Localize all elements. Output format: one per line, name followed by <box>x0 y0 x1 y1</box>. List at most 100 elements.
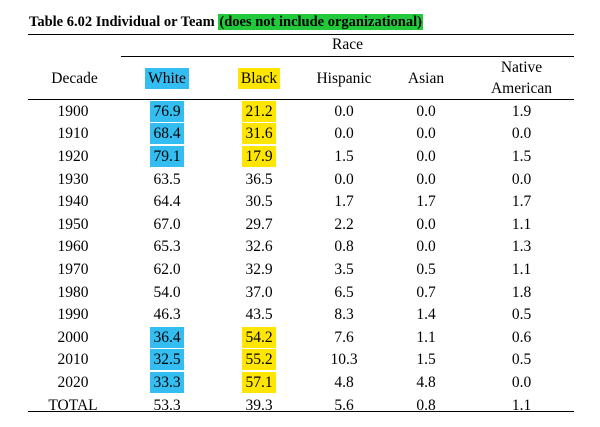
native-american-cell: 1.3 <box>469 236 574 259</box>
native-american-value: 1.5 <box>511 147 532 165</box>
native-american-value: 1.1 <box>511 260 532 278</box>
table-row: 1990 46.3 43.5 8.3 1.4 0.5 <box>28 303 574 326</box>
column-header-row: Decade White Black Hispanic Asian Native… <box>28 57 574 100</box>
black-cell: 55.2 <box>213 349 305 372</box>
asian-value: 1.5 <box>416 351 436 369</box>
hispanic-cell: 0.8 <box>305 236 383 259</box>
race-header: Race <box>332 36 363 53</box>
black-cell: 17.9 <box>213 145 305 168</box>
black-value: 21.2 <box>242 100 276 122</box>
column-header-decade: Decade <box>28 57 121 100</box>
asian-cell: 0.0 <box>383 123 469 146</box>
decade-label: 2010 <box>57 351 89 369</box>
top-rule <box>28 34 574 35</box>
black-value: 36.5 <box>245 170 273 188</box>
white-cell: 79.1 <box>121 145 213 168</box>
black-value: 32.6 <box>245 238 273 256</box>
decade-cell: 1910 <box>28 123 121 146</box>
hispanic-value: 6.5 <box>334 283 354 301</box>
asian-cell: 0.8 <box>383 394 469 417</box>
asian-cell: 0.0 <box>383 145 469 168</box>
hispanic-cell: 6.5 <box>305 281 383 304</box>
hispanic-cell: 3.5 <box>305 258 383 281</box>
decade-cell: 2010 <box>28 349 121 372</box>
decade-cell: 2020 <box>28 371 121 394</box>
native-american-cell: 0.0 <box>469 123 574 146</box>
hispanic-cell: 0.0 <box>305 168 383 191</box>
native-american-cell: 0.5 <box>469 349 574 372</box>
white-cell: 54.0 <box>121 281 213 304</box>
asian-cell: 1.1 <box>383 326 469 349</box>
white-cell: 33.3 <box>121 371 213 394</box>
hispanic-cell: 0.0 <box>305 123 383 146</box>
hispanic-value: 1.5 <box>334 147 354 165</box>
native-american-cell: 1.7 <box>469 190 574 213</box>
white-value: 63.5 <box>153 170 181 188</box>
native-american-cell: 0.0 <box>469 168 574 191</box>
hispanic-value: 4.8 <box>334 373 354 391</box>
table-row: 1910 68.4 31.6 0.0 0.0 0.0 <box>28 123 574 146</box>
table-row: 1970 62.0 32.9 3.5 0.5 1.1 <box>28 258 574 281</box>
decade-cell: 1950 <box>28 213 121 236</box>
decade-cell: 1980 <box>28 281 121 304</box>
native-american-value: 0.0 <box>511 170 532 188</box>
asian-value: 0.0 <box>416 102 436 120</box>
native-american-value: 1.7 <box>511 193 532 211</box>
black-cell: 21.2 <box>213 100 305 123</box>
native-american-value: 1.8 <box>511 283 532 301</box>
black-cell: 57.1 <box>213 371 305 394</box>
hispanic-value: 0.0 <box>334 170 354 188</box>
white-cell: 32.5 <box>121 349 213 372</box>
asian-value: 0.0 <box>416 147 436 165</box>
white-value: 54.0 <box>153 283 181 301</box>
white-value: 79.1 <box>150 145 184 167</box>
table-row: 2000 36.4 54.2 7.6 1.1 0.6 <box>28 326 574 349</box>
black-value: 54.2 <box>242 326 276 348</box>
column-header-hispanic: Hispanic <box>305 57 383 100</box>
hispanic-value: 0.8 <box>334 238 354 256</box>
native-american-value: 1.1 <box>511 215 532 233</box>
hispanic-value: 0.0 <box>334 125 354 143</box>
black-cell: 43.5 <box>213 303 305 326</box>
white-cell: 63.5 <box>121 168 213 191</box>
hispanic-cell: 7.6 <box>305 326 383 349</box>
black-cell: 37.0 <box>213 281 305 304</box>
hispanic-cell: 8.3 <box>305 303 383 326</box>
native-american-value: 1.3 <box>511 238 532 256</box>
black-value: 55.2 <box>242 349 276 371</box>
decade-label: 1950 <box>57 215 89 233</box>
column-header-label: Hispanic <box>316 69 372 87</box>
white-value: 68.4 <box>150 123 184 145</box>
hispanic-value: 0.0 <box>334 102 354 120</box>
column-header-label: White <box>145 67 189 89</box>
native-american-value: 0.0 <box>511 373 532 391</box>
table-row: 1920 79.1 17.9 1.5 0.0 1.5 <box>28 145 574 168</box>
native-american-value: 0.6 <box>511 328 532 346</box>
decade-cell: 2000 <box>28 326 121 349</box>
black-value: 57.1 <box>242 371 276 393</box>
native-american-value: 0.0 <box>511 125 532 143</box>
decade-label: 2020 <box>57 373 89 391</box>
column-header-label: Native American <box>490 59 553 97</box>
asian-cell: 0.7 <box>383 281 469 304</box>
white-value: 32.5 <box>150 349 184 371</box>
native-american-cell: 0.5 <box>469 303 574 326</box>
asian-value: 0.7 <box>416 283 436 301</box>
hispanic-value: 3.5 <box>334 260 354 278</box>
asian-cell: 0.0 <box>383 100 469 123</box>
column-header-native-american: Native American <box>469 57 574 100</box>
decade-label: 1930 <box>57 170 89 188</box>
decade-label: 1900 <box>57 102 89 120</box>
table-row: TOTAL 53.3 39.3 5.6 0.8 1.1 <box>28 394 574 417</box>
table-row: 1940 64.4 30.5 1.7 1.7 1.7 <box>28 190 574 213</box>
white-cell: 67.0 <box>121 213 213 236</box>
asian-cell: 1.4 <box>383 303 469 326</box>
native-american-value: 1.9 <box>511 102 532 120</box>
white-value: 53.3 <box>153 396 181 414</box>
decade-label: 1970 <box>57 260 89 278</box>
native-american-value: 0.5 <box>511 351 532 369</box>
hispanic-cell: 5.6 <box>305 394 383 417</box>
hispanic-value: 5.6 <box>334 396 354 414</box>
native-american-cell: 1.8 <box>469 281 574 304</box>
decade-label: 1910 <box>57 125 89 143</box>
